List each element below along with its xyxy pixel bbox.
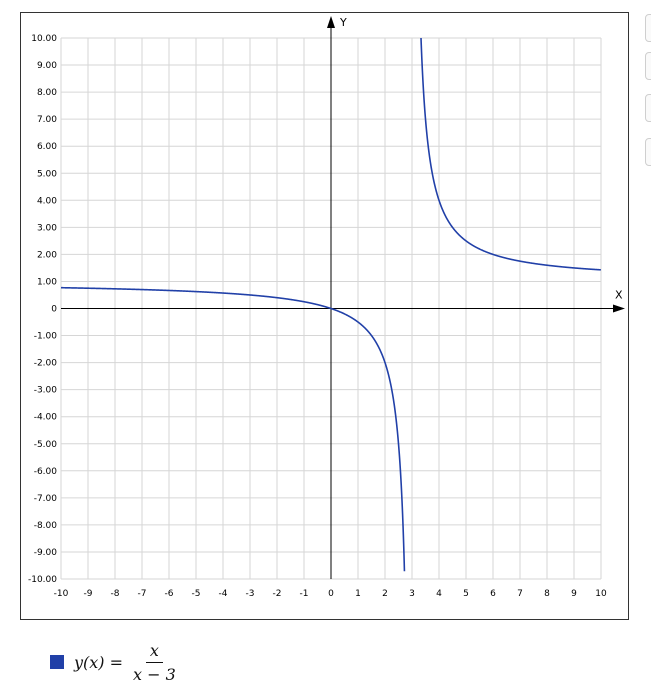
x-tick-label: -10	[54, 589, 69, 599]
y-tick-label: 10.00	[31, 34, 57, 44]
y-tick-label: -2.00	[34, 359, 58, 369]
y-tick-label: 8.00	[37, 88, 57, 98]
x-axis-label: X	[615, 289, 623, 302]
x-tick-label: 7	[517, 589, 523, 599]
y-tick-label: -6.00	[34, 467, 58, 477]
legend-numerator: x	[145, 641, 163, 663]
x-tick-label: 5	[463, 589, 469, 599]
y-tick-label: -3.00	[34, 386, 58, 396]
y-tick-label: 9.00	[37, 61, 57, 71]
x-tick-label: 2	[382, 589, 388, 599]
x-tick-label: 0	[328, 589, 334, 599]
legend-formula-lhs: y(x) =	[74, 652, 124, 672]
plot-area: X Y -10 -9 -8 -7 -6 -5 -4 -3 -2 -1 0 1 2 3 4 5 6 7 8 9 10 10.00…	[20, 12, 629, 620]
x-tick-label: 1	[355, 589, 361, 599]
x-tick-label: 6	[490, 589, 496, 599]
x-tick-label: -9	[84, 589, 93, 599]
y-axis-arrow	[327, 16, 335, 28]
legend-denominator: x − 3	[133, 664, 176, 684]
y-tick-label: -9.00	[34, 548, 58, 558]
series-line-right-branch	[420, 37, 601, 271]
y-tick-label: 6.00	[37, 142, 57, 152]
y-tick-label: 7.00	[37, 115, 57, 125]
y-tick-label: -4.00	[34, 413, 58, 423]
x-tick-label: -2	[273, 589, 282, 599]
y-tick-label: -10.00	[28, 575, 57, 585]
legend-fraction: x x − 3	[129, 641, 180, 684]
function-plot: XY-10 -9 -8 -7 -6 -5 -4 -3 -2 -1 0 1 2 3 4 5 6 7 8 9 1010.00…	[28, 16, 625, 599]
x-axis-arrow	[613, 304, 625, 313]
y-tick-label: -7.00	[34, 494, 58, 504]
x-tick-label: -8	[111, 589, 120, 599]
y-tick-label: 0	[51, 305, 57, 315]
legend-formula: y(x) = x x − 3	[74, 641, 180, 684]
series-line-left-branch	[60, 286, 406, 572]
y-axis-label: Y	[339, 16, 347, 29]
legend-swatch	[50, 655, 64, 669]
y-tick-label: 1.00	[37, 277, 57, 287]
x-tick-label: 8	[544, 589, 550, 599]
side-tab[interactable]	[645, 138, 651, 166]
y-tick-label: 2.00	[37, 250, 57, 260]
y-tick-label: 5.00	[37, 169, 57, 179]
y-tick-label: 4.00	[37, 196, 57, 206]
x-tick-label: 9	[571, 589, 577, 599]
x-tick-label: 4	[436, 589, 442, 599]
side-tab[interactable]	[645, 94, 651, 122]
x-tick-label: -1	[300, 589, 309, 599]
x-tick-label: 10	[595, 589, 607, 599]
x-tick-label: -6	[165, 589, 174, 599]
y-tick-label: -8.00	[34, 521, 58, 531]
x-tick-label: -3	[246, 589, 255, 599]
y-tick-label: -1.00	[34, 332, 58, 342]
side-tab[interactable]	[645, 14, 651, 42]
x-tick-label: -5	[192, 589, 201, 599]
legend: y(x) = x x − 3	[50, 640, 180, 684]
x-tick-label: 3	[409, 589, 415, 599]
y-tick-label: 3.00	[37, 223, 57, 233]
x-tick-label: -4	[219, 589, 228, 599]
side-tab[interactable]	[645, 52, 651, 80]
x-tick-label: -7	[138, 589, 147, 599]
y-tick-label: -5.00	[34, 440, 58, 450]
